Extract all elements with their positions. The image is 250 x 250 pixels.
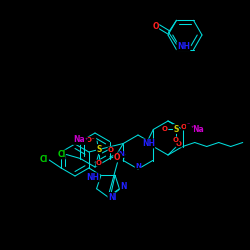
- Text: ⁻: ⁻: [186, 124, 190, 128]
- Text: NH: NH: [177, 42, 190, 51]
- Text: N: N: [114, 154, 120, 160]
- Text: N: N: [135, 163, 141, 169]
- Text: NH: NH: [142, 139, 155, 148]
- Text: O: O: [108, 147, 114, 153]
- Text: S: S: [173, 124, 179, 134]
- Text: N: N: [108, 193, 114, 202]
- Text: N: N: [119, 152, 125, 158]
- Text: N: N: [120, 182, 127, 191]
- Text: O: O: [114, 153, 120, 162]
- Text: Cl: Cl: [40, 154, 48, 164]
- Text: NH: NH: [86, 173, 100, 182]
- Text: O: O: [181, 124, 187, 130]
- Text: O: O: [173, 137, 179, 143]
- Text: Cl: Cl: [57, 150, 66, 159]
- Text: Na: Na: [192, 124, 204, 134]
- Text: ⁺: ⁺: [84, 138, 88, 142]
- Text: S: S: [96, 144, 102, 154]
- Text: O: O: [96, 160, 102, 166]
- Text: O: O: [176, 141, 182, 147]
- Text: Na: Na: [73, 136, 85, 144]
- Text: N: N: [109, 192, 115, 202]
- Text: O⁻: O⁻: [86, 137, 96, 143]
- Text: O: O: [162, 126, 168, 132]
- Text: ⁺: ⁺: [190, 126, 194, 132]
- Text: O: O: [152, 22, 159, 31]
